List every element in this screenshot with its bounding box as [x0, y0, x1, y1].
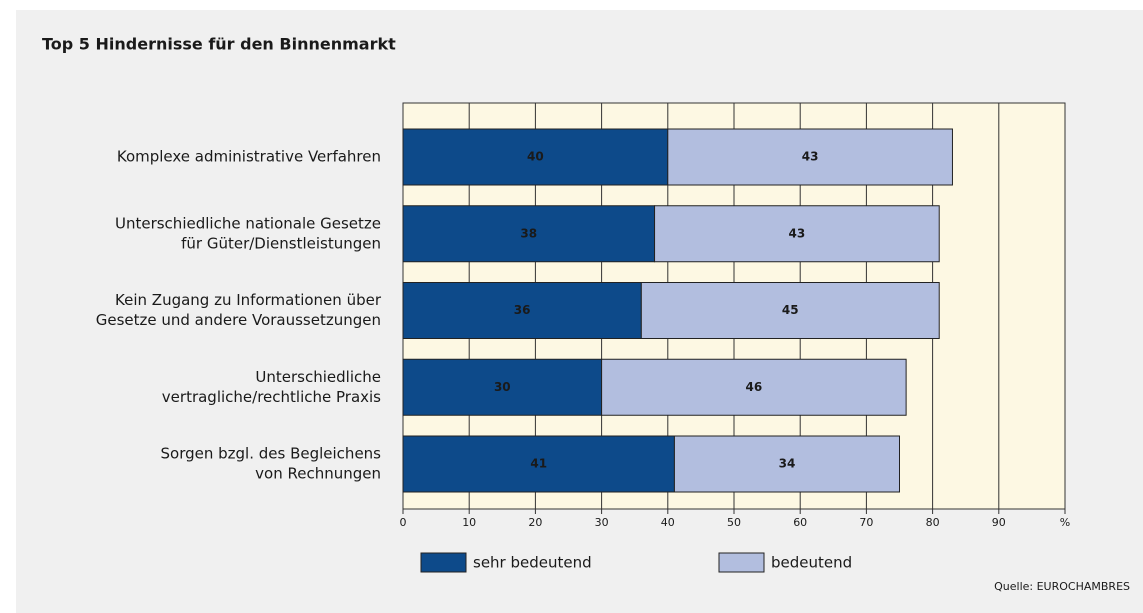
legend-swatch: [718, 552, 765, 573]
category-label: Gesetze und andere Voraussetzungen: [96, 311, 381, 329]
bar-segment: [402, 128, 669, 186]
value-label: 34: [779, 457, 796, 471]
value-label: 40: [527, 150, 544, 164]
value-label: 45: [782, 303, 799, 317]
x-tick-label: 90: [992, 516, 1006, 529]
category-label: für Güter/Dienstleistungen: [181, 234, 381, 252]
value-label: 30: [494, 380, 511, 394]
x-tick-label: 40: [661, 516, 675, 529]
value-label: 43: [789, 226, 806, 240]
x-tick-label: 70: [859, 516, 873, 529]
x-tick-label: 30: [595, 516, 609, 529]
category-label: Sorgen bzgl. des Begleichens: [161, 445, 382, 463]
category-label: vertragliche/rechtliche Praxis: [162, 388, 381, 406]
x-tick-label: 80: [926, 516, 940, 529]
bar-segment: [667, 128, 953, 186]
bar-segment: [640, 282, 940, 339]
category-label: Komplexe administrative Verfahren: [117, 148, 381, 166]
x-tick-label: 10: [462, 516, 476, 529]
legend-label: sehr bedeutend: [473, 554, 592, 572]
x-tick-label: 50: [727, 516, 741, 529]
value-label: 36: [514, 303, 531, 317]
category-label: Kein Zugang zu Informationen über: [115, 291, 382, 309]
bar-segment: [402, 205, 656, 263]
value-label: 41: [530, 457, 547, 471]
bar-segment: [601, 358, 907, 416]
category-label: Unterschiedliche: [255, 368, 381, 386]
category-label: von Rechnungen: [255, 465, 381, 483]
value-label: 38: [520, 226, 537, 240]
chart-title: Top 5 Hindernisse für den Binnenmarkt: [42, 35, 396, 54]
bar-segment: [673, 435, 900, 493]
x-tick-label: 20: [528, 516, 542, 529]
source-note: Quelle: EUROCHAMBRES: [994, 580, 1130, 593]
legend-label: bedeutend: [771, 554, 852, 572]
value-label: 46: [746, 380, 763, 394]
bar-segment: [402, 282, 642, 339]
bar-segment: [402, 435, 675, 493]
x-tick-label: 0: [400, 516, 407, 529]
x-tick-label: 60: [793, 516, 807, 529]
value-label: 43: [802, 150, 819, 164]
bar-segment: [402, 358, 603, 416]
x-tick-label: %: [1060, 516, 1070, 529]
category-label: Unterschiedliche nationale Gesetze: [115, 214, 381, 232]
bar-segment: [654, 205, 940, 263]
legend-swatch: [420, 552, 467, 573]
